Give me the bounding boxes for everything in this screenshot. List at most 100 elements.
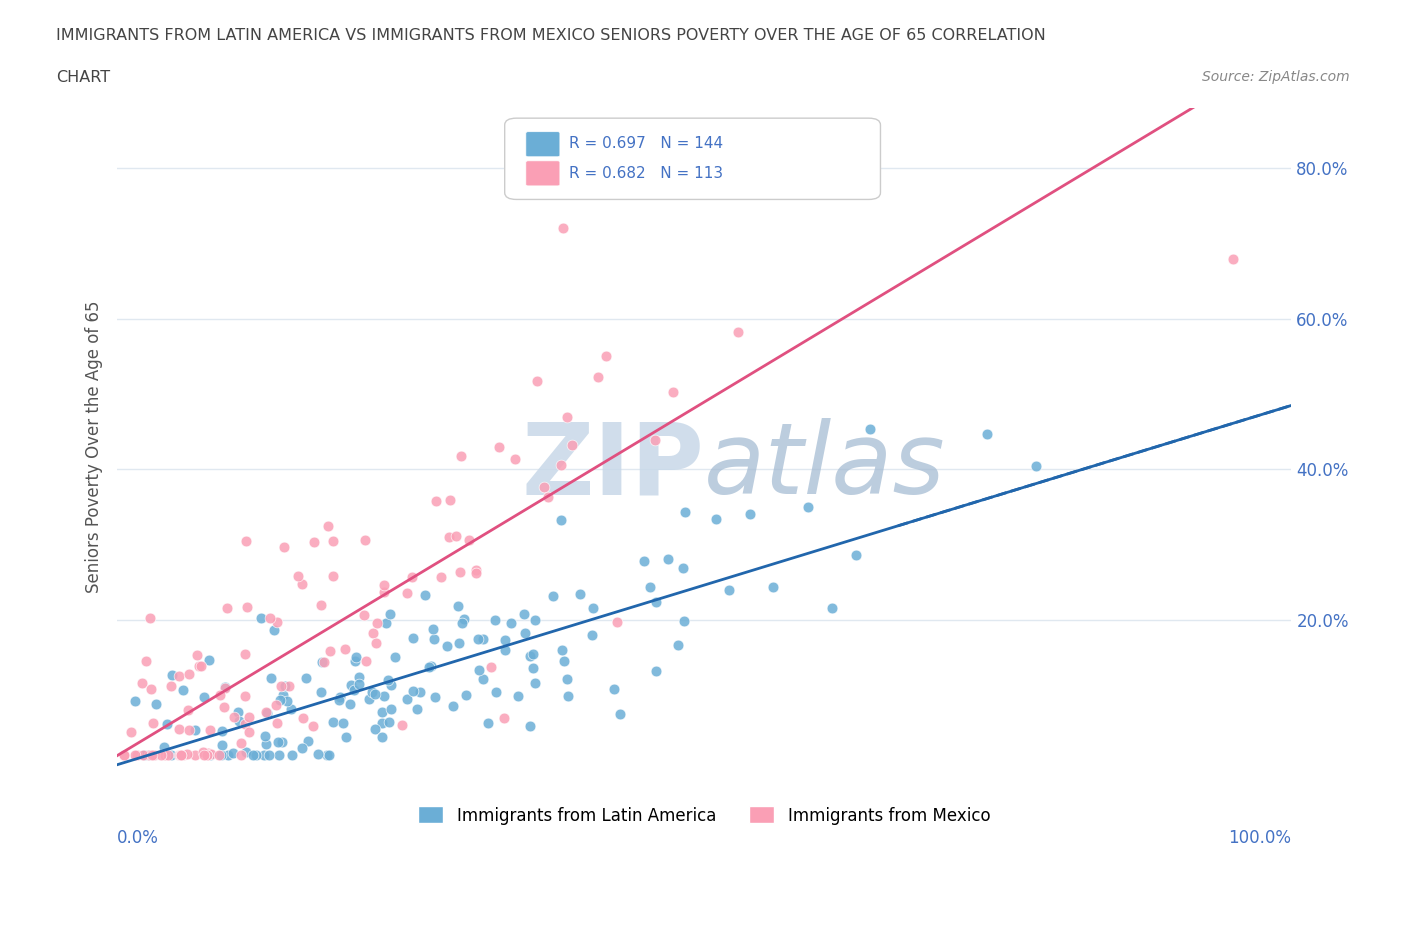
Immigrants from Latin America <box>582 601 605 616</box>
Immigrants from Latin America <box>436 639 458 654</box>
Immigrants from Mexico <box>195 748 218 763</box>
Immigrants from Latin America <box>281 748 304 763</box>
Immigrants from Latin America <box>267 748 290 763</box>
Immigrants from Latin America <box>519 718 541 733</box>
Immigrants from Mexico <box>142 748 165 763</box>
Immigrants from Latin America <box>555 671 578 686</box>
Immigrants from Mexico <box>208 748 231 763</box>
Immigrants from Mexico <box>238 725 260 740</box>
Immigrants from Mexico <box>291 577 314 591</box>
Immigrants from Latin America <box>402 684 425 698</box>
Immigrants from Latin America <box>145 697 167 711</box>
Immigrants from Mexico <box>259 610 281 625</box>
Immigrants from Latin America <box>796 499 818 514</box>
Immigrants from Latin America <box>291 741 314 756</box>
Immigrants from Latin America <box>193 689 215 704</box>
Immigrants from Mexico <box>169 748 191 763</box>
Immigrants from Latin America <box>228 714 250 729</box>
Immigrants from Mexico <box>322 534 344 549</box>
Immigrants from Latin America <box>524 612 547 627</box>
Immigrants from Mexico <box>550 458 572 472</box>
Immigrants from Mexico <box>200 747 222 762</box>
Immigrants from Mexico <box>430 570 453 585</box>
Immigrants from Mexico <box>266 716 288 731</box>
Immigrants from Mexico <box>169 748 191 763</box>
Immigrants from Latin America <box>859 421 882 436</box>
Immigrants from Latin America <box>156 716 179 731</box>
Immigrants from Latin America <box>197 653 219 668</box>
Immigrants from Mexico <box>229 736 252 751</box>
Immigrants from Latin America <box>644 663 666 678</box>
Immigrants from Mexico <box>190 658 212 673</box>
Immigrants from Mexico <box>120 724 142 739</box>
Immigrants from Latin America <box>307 746 329 761</box>
Immigrants from Latin America <box>363 722 385 737</box>
Immigrants from Latin America <box>271 687 294 702</box>
Immigrants from Latin America <box>609 706 631 721</box>
Immigrants from Mexico <box>131 675 153 690</box>
Immigrants from Latin America <box>153 739 176 754</box>
Immigrants from Mexico <box>319 644 342 658</box>
Legend: Immigrants from Latin America, Immigrants from Mexico: Immigrants from Latin America, Immigrant… <box>412 800 997 831</box>
Immigrants from Latin America <box>550 512 572 527</box>
FancyBboxPatch shape <box>505 118 880 199</box>
Immigrants from Mexico <box>124 748 146 763</box>
Immigrants from Latin America <box>347 670 370 684</box>
Immigrants from Latin America <box>581 628 603 643</box>
Immigrants from Latin America <box>256 737 278 751</box>
Immigrants from Mexico <box>172 748 194 763</box>
Immigrants from Latin America <box>668 637 690 652</box>
FancyBboxPatch shape <box>526 161 560 186</box>
Immigrants from Mexico <box>224 710 246 724</box>
Immigrants from Mexico <box>505 452 527 467</box>
Immigrants from Mexico <box>153 748 176 763</box>
Immigrants from Latin America <box>543 589 565 604</box>
Immigrants from Latin America <box>357 692 380 707</box>
Immigrants from Mexico <box>316 519 339 534</box>
Immigrants from Mexico <box>277 679 299 694</box>
Immigrants from Mexico <box>354 654 377 669</box>
Immigrants from Mexico <box>439 492 461 507</box>
Immigrants from Latin America <box>449 636 471 651</box>
Text: 0.0%: 0.0% <box>117 830 159 847</box>
Immigrants from Latin America <box>373 688 395 703</box>
Immigrants from Mexico <box>208 687 231 702</box>
Immigrants from Latin America <box>339 697 361 711</box>
Immigrants from Mexico <box>266 615 288 630</box>
Immigrants from Mexico <box>177 703 200 718</box>
Immigrants from Latin America <box>422 621 444 636</box>
Immigrants from Mexico <box>588 370 610 385</box>
Immigrants from Mexico <box>526 373 548 388</box>
Immigrants from Latin America <box>235 745 257 760</box>
Immigrants from Latin America <box>378 714 401 729</box>
Immigrants from Mexico <box>364 635 387 650</box>
Immigrants from Latin America <box>422 631 444 646</box>
Immigrants from Latin America <box>738 507 761 522</box>
Immigrants from Mexico <box>198 723 221 737</box>
Immigrants from Latin America <box>374 616 396 631</box>
Immigrants from Mexico <box>644 432 666 447</box>
Immigrants from Mexico <box>193 748 215 763</box>
Immigrants from Mexico <box>333 641 356 656</box>
Immigrants from Mexico <box>139 682 162 697</box>
Immigrants from Latin America <box>270 735 292 750</box>
Immigrants from Latin America <box>1025 458 1047 473</box>
Immigrants from Latin America <box>633 553 655 568</box>
Immigrants from Latin America <box>672 561 695 576</box>
Immigrants from Latin America <box>269 693 291 708</box>
Immigrants from Latin America <box>322 714 344 729</box>
Immigrants from Mexico <box>661 384 683 399</box>
Immigrants from Latin America <box>644 594 666 609</box>
Immigrants from Latin America <box>515 626 537 641</box>
Immigrants from Latin America <box>259 748 281 763</box>
Immigrants from Latin America <box>673 504 696 519</box>
Immigrants from Latin America <box>453 612 475 627</box>
Immigrants from Latin America <box>441 698 464 713</box>
Immigrants from Mexico <box>156 748 179 763</box>
Immigrants from Latin America <box>762 579 785 594</box>
Immigrants from Mexico <box>595 348 617 363</box>
Immigrants from Latin America <box>329 689 352 704</box>
Immigrants from Mexico <box>254 705 277 720</box>
Immigrants from Mexico <box>191 745 214 760</box>
Immigrants from Mexico <box>217 601 239 616</box>
